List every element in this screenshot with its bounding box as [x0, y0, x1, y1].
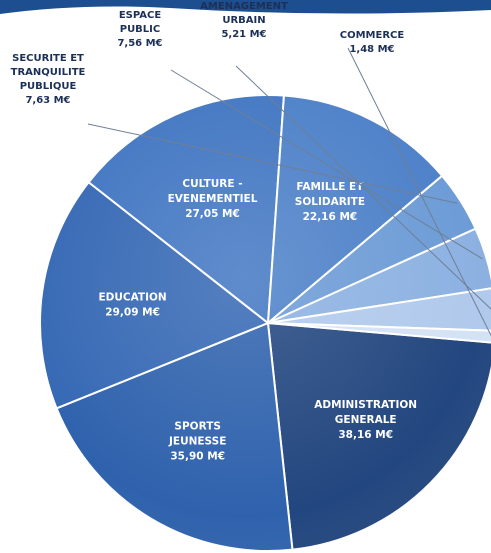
slice-category-label: JEUNESSE: [168, 435, 226, 447]
slice-category-label: CULTURE -: [182, 178, 242, 190]
leader-line-commerce: [347, 47, 491, 337]
slice-category-label: SOLIDARITE: [295, 196, 365, 208]
slice-category-label: GENERALE: [335, 414, 397, 426]
slice-label-famille-et-solidarite: FAMILLE ET SOLIDARITE 22,16 M€: [295, 181, 365, 223]
slice-label-sports-jeunesse: SPORTS JEUNESSE 35,90 M€: [168, 420, 226, 462]
slice-label-commerce: COMMERCE 1,48 M€: [340, 30, 405, 55]
slice-category-label: PUBLIQUE: [20, 81, 77, 92]
slice-value-label: 5,21 M€: [221, 29, 266, 40]
leader-line-securite-et-tranquilite-publique: [87, 123, 458, 204]
slice-label-securite-et-tranquilite-publique: SECURITE ET TRANQUILITE PUBLIQUE 7,63 M€: [11, 53, 86, 106]
top-banner: [0, 0, 491, 14]
slice-value-label: 22,16 M€: [303, 211, 358, 223]
slice-label-administration-generale: ADMINISTRATION GENERALE 38,16 M€: [314, 399, 417, 441]
slice-value-label: 38,16 M€: [338, 429, 393, 441]
slice-category-label: FAMILLE ET: [296, 181, 364, 193]
leader-line-amenagement-urbain: [235, 65, 491, 310]
slice-value-label: 27,05 M€: [185, 208, 240, 220]
pie-labels: ADMINISTRATION GENERALE 38,16 M€ SPORTS JEUN…: [11, 1, 491, 462]
slice-label-education: EDUCATION 29,09 M€: [98, 291, 166, 318]
slice-value-label: 29,09 M€: [105, 306, 160, 318]
slice-category-label: EDUCATION: [98, 291, 166, 303]
pie-slices: [39, 94, 491, 552]
slice-category-label: COMMERCE: [340, 30, 405, 41]
slice-category-label: PUBLIC: [120, 24, 161, 35]
slice-category-label: AMENAGEMENT: [200, 1, 288, 12]
slice-category-label: EVENEMENTIEL: [168, 193, 258, 205]
slice-value-label: 7,63 M€: [25, 95, 70, 106]
slice-category-label: SECURITE ET: [12, 53, 84, 64]
slice-category-label: ADMINISTRATION: [314, 399, 417, 411]
slice-label-espace-public: ESPACE PUBLIC 7,56 M€: [117, 10, 162, 49]
slice-value-label: 1,48 M€: [349, 44, 394, 55]
leader-line-espace-public: [170, 69, 483, 260]
slice-label-amenagement-urbain: AMENAGEMENT URBAIN 5,21 M€: [200, 1, 288, 40]
slice-category-label: ESPACE: [119, 10, 162, 21]
slice-value-label: 7,56 M€: [117, 38, 162, 49]
slice-category-label: SPORTS: [174, 420, 221, 432]
slice-category-label: URBAIN: [222, 15, 265, 26]
slice-label-culture-evenementiel: CULTURE - EVENEMENTIEL 27,05 M€: [168, 178, 258, 220]
slice-value-label: 35,90 M€: [170, 450, 225, 462]
slice-category-label: TRANQUILITE: [11, 67, 86, 78]
